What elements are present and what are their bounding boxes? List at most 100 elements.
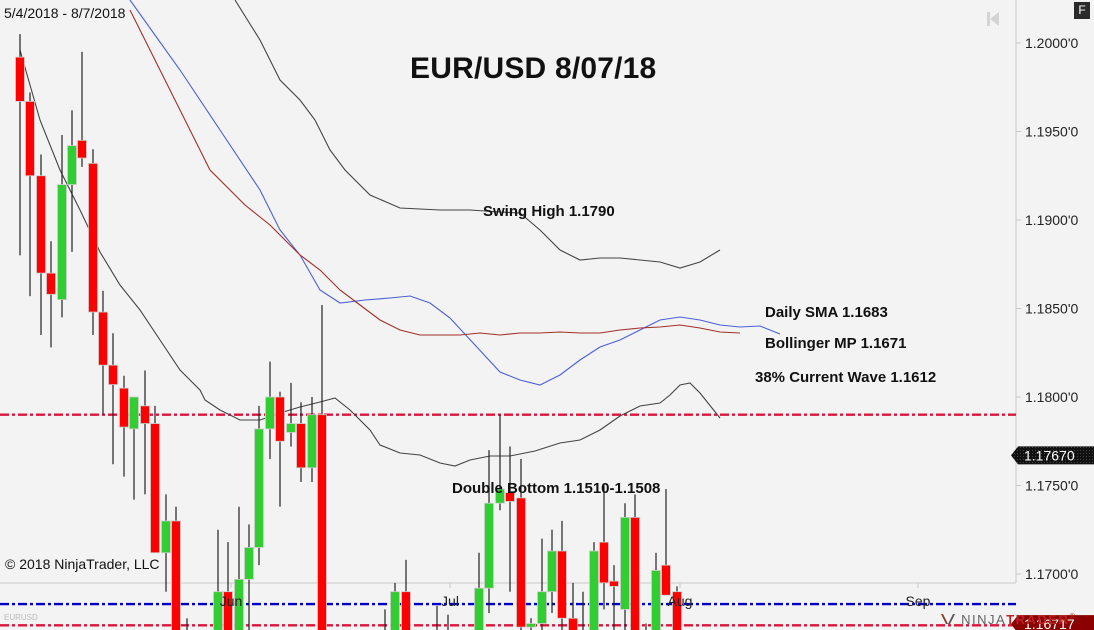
candle [46, 241, 56, 348]
symbol-label: EURUSD [4, 613, 38, 622]
price-axis[interactable]: 1.2000'0 1.1950'0 1.1900'0 1.1850'0 1.1800'0… [1016, 35, 1078, 630]
price-tag: 1.16717 [1011, 615, 1094, 630]
candle-body [537, 591, 547, 624]
candle-body [67, 145, 77, 186]
bollinger-upper-curve [234, 0, 721, 269]
x-tick-label: Sep [906, 593, 931, 609]
candle-body [651, 570, 661, 630]
candle-body [223, 591, 233, 630]
candle [672, 586, 682, 630]
price-tag-bg [1011, 446, 1094, 465]
y-tick-label: 1.1850'0 [1025, 301, 1078, 317]
x-tick-label: Aug [668, 593, 693, 609]
time-axis[interactable]: Jun Jul Aug Sep [220, 583, 931, 609]
candle [557, 520, 567, 630]
candle-body [161, 520, 171, 554]
candle-body [140, 405, 150, 424]
copyright-text: © 2018 NinjaTrader, LLC [5, 556, 160, 572]
x-tick-label: Jun [220, 593, 243, 609]
candle [88, 149, 98, 336]
logo-trader: TRADER [1006, 612, 1070, 627]
candle-body [88, 162, 98, 313]
candle-body [296, 423, 306, 469]
candle [651, 552, 661, 630]
f-button[interactable]: F [1074, 2, 1090, 19]
candle-body [307, 414, 317, 469]
candle-body [609, 580, 619, 587]
candle [265, 361, 275, 459]
candle-body [286, 423, 296, 433]
candle-body [547, 550, 557, 593]
scroll-to-start-icon[interactable] [986, 10, 1000, 28]
candle [129, 396, 139, 500]
candle [171, 506, 181, 630]
candle [108, 333, 118, 465]
ninjatrader-mark-icon [941, 614, 955, 624]
candle [537, 538, 547, 630]
candle-body [661, 564, 671, 596]
candle [505, 446, 515, 592]
candle-body [150, 423, 160, 554]
candle [547, 529, 557, 613]
candle [161, 494, 171, 592]
candles [15, 34, 682, 630]
y-tick-label: 1.1800'0 [1025, 389, 1078, 405]
candle-body [129, 396, 139, 430]
logo-ninja: NINJA [961, 612, 1007, 627]
candle-body [516, 497, 526, 628]
candle-body [568, 617, 578, 630]
bollinger-mp-curve [129, 9, 741, 336]
x-tick-label: Jul [441, 593, 459, 609]
candle-body [171, 520, 181, 630]
level-annotation: Swing High 1.1790 [483, 203, 615, 220]
candle [254, 405, 264, 566]
candle [495, 414, 505, 511]
candle [609, 565, 619, 630]
candle-body [265, 396, 275, 430]
candle [661, 489, 671, 596]
candle [516, 458, 526, 630]
candle-body [390, 591, 400, 630]
candle [484, 450, 494, 613]
candle-body [46, 272, 56, 295]
candle [98, 290, 108, 415]
candle-body [589, 550, 599, 630]
candle-body [234, 578, 244, 630]
candle [447, 614, 449, 630]
candle-body [254, 428, 264, 548]
candle-body [317, 414, 327, 630]
candle-body [98, 311, 108, 366]
candle [234, 506, 244, 630]
candle [317, 304, 327, 630]
candle [307, 397, 317, 482]
candle [384, 609, 386, 630]
candle [630, 494, 640, 630]
level-annotation: Bollinger MP 1.1671 [765, 335, 906, 352]
date-range-label: 5/4/2018 - 8/7/2018 [4, 5, 126, 21]
candle [25, 92, 35, 297]
candle-body [620, 516, 630, 610]
candle [67, 110, 77, 252]
price-tag: 1.17670 [1011, 446, 1094, 465]
candle [296, 402, 306, 482]
bollinger-lower-curve [19, 49, 721, 467]
candle-body [505, 492, 515, 502]
candle [589, 542, 599, 630]
candle-body [557, 550, 567, 619]
candle-body [484, 502, 494, 589]
candle [36, 154, 46, 336]
price-tag-bg [1011, 615, 1094, 630]
candle-body [474, 587, 484, 630]
y-tick-label: 1.1750'0 [1025, 478, 1078, 494]
candle-body [57, 184, 67, 301]
candle [150, 405, 160, 554]
level-annotation: 38% Current Wave 1.1612 [755, 369, 936, 386]
ninjatrader-logo: NINJATRADER® [940, 612, 1077, 627]
candle [390, 582, 400, 630]
candle [213, 529, 223, 630]
candle-body [77, 139, 87, 159]
candle-body [275, 396, 285, 442]
candle-body [119, 387, 129, 428]
candle [57, 135, 67, 318]
